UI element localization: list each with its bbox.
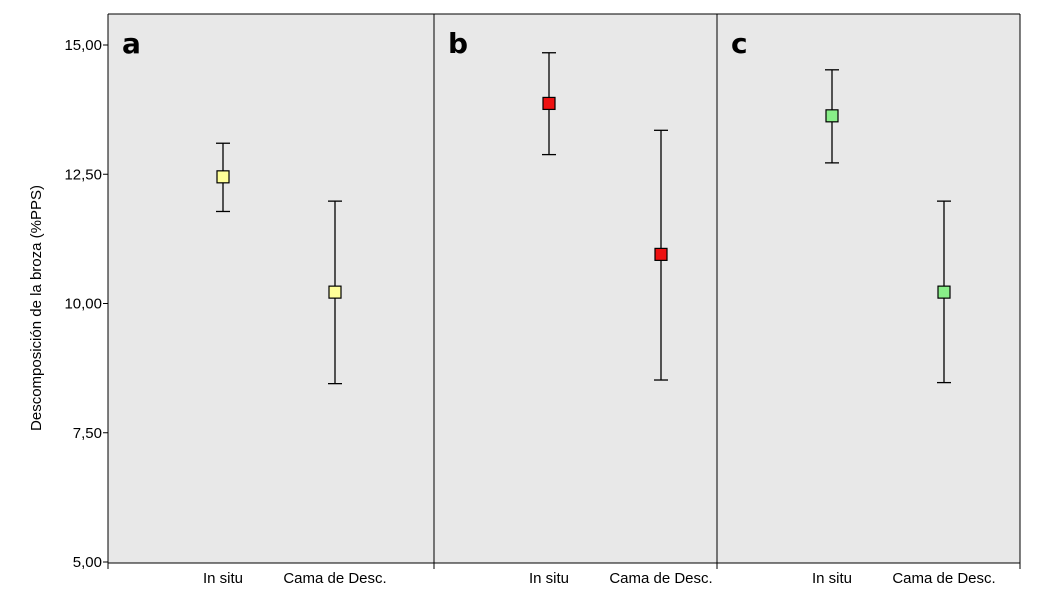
mean-marker — [654, 247, 668, 261]
y-axis-label: Descomposición de la broza (%PPS) — [28, 185, 45, 431]
y-tick-label: 5,00 — [73, 554, 102, 571]
plot-backgrounds — [107, 13, 1021, 569]
y-axis: 5,00 7,50 10,00 12,50 15,00 — [64, 37, 108, 571]
x-tick-label: In situ — [529, 570, 569, 587]
y-tick-label: 12,50 — [64, 166, 102, 183]
x-tick-label: In situ — [203, 570, 243, 587]
panel-label: a — [122, 27, 141, 60]
mean-marker — [937, 285, 951, 299]
y-tick-label: 15,00 — [64, 37, 102, 54]
plot-area — [108, 14, 1020, 563]
mean-marker — [328, 285, 342, 299]
panel-b: b In situ Cama de Desc. — [448, 27, 713, 587]
y-tick-label: 10,00 — [64, 296, 102, 313]
mean-marker — [825, 109, 839, 123]
x-tick-label: Cama de Desc. — [609, 570, 712, 587]
panel-label: c — [731, 27, 748, 60]
mean-marker — [216, 170, 230, 184]
mean-marker — [542, 96, 556, 111]
panel-c: c In situ Cama de Desc. — [731, 27, 996, 587]
panel-a: a In situ Cama de Desc. — [122, 27, 387, 587]
y-tick-label: 7,50 — [73, 425, 102, 442]
x-tick-label: In situ — [812, 570, 852, 587]
x-tick-label: Cama de Desc. — [283, 570, 386, 587]
panel-label: b — [448, 27, 468, 60]
panels: a In situ Cama de Desc. b In situ Cama de Des… — [122, 27, 996, 587]
x-tick-label: Cama de Desc. — [892, 570, 995, 587]
